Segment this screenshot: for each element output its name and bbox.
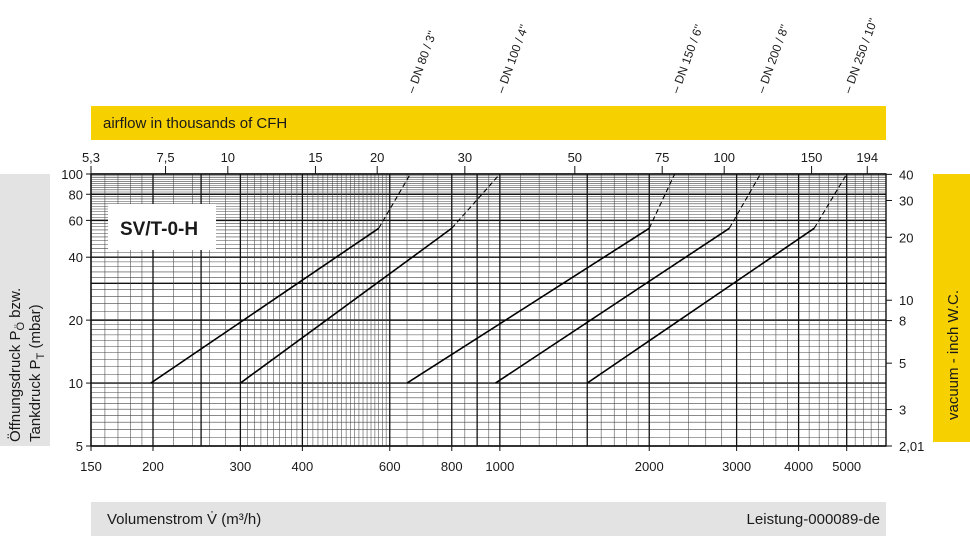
x-tick-label: 150 [80,459,102,474]
top-tick-label: 5,3 [82,150,100,165]
y-tick-label: 80 [69,187,83,202]
chart-title: SV/T-0-H [120,219,198,240]
series-1 [150,173,411,384]
y-tick-label: 100 [61,167,83,182]
x-tick-label: 200 [142,459,164,474]
series-line-dashed [648,173,676,229]
x-tick-label: 800 [441,459,463,474]
series-label: – DN 250 / 10'' [840,16,880,95]
top-tick-label: 10 [221,150,235,165]
x-axis-banner: Volumenstrom V̇ (m³/h) Leistung-000089-d… [91,502,886,536]
y-tick-label: 20 [69,313,83,328]
series-4 [495,173,761,384]
x-tick-label: 300 [230,459,252,474]
right-tick-label: 8 [899,314,906,329]
top-tick-label: 20 [370,150,384,165]
top-tick-label: 15 [308,150,322,165]
series-line-solid [150,227,380,384]
series-line-solid [586,227,815,384]
series-label: – DN 200 / 8'' [754,23,792,95]
x-axis-label: Volumenstrom V̇ (m³/h) [107,511,262,528]
series-label: – DN 150 / 6'' [668,23,706,95]
series-line-dashed [728,173,761,229]
series-label: – DN 100 / 4'' [494,23,532,95]
top-tick-label: 7,5 [157,150,175,165]
x-tick-label: 1000 [485,459,514,474]
top-axis-banner: airflow in thousands of CFH [91,106,886,140]
plot-frame [90,173,887,447]
x-tick-label: 4000 [784,459,813,474]
top-tick-label: 75 [655,150,669,165]
y-tick-label: 5 [76,439,83,454]
right-tick-label: 10 [899,293,913,308]
series-line-dashed [451,173,501,229]
title-box [108,204,216,250]
right-tick-label: 2,01 [899,439,924,454]
top-axis-label: airflow in thousands of CFH [103,115,288,132]
right-tick-label: 40 [899,167,913,182]
right-tick-label: 20 [899,230,913,245]
series-2 [239,173,501,384]
y-tick-label: 60 [69,213,83,228]
x-tick-label: 600 [379,459,401,474]
y-tick-label: 10 [69,376,83,391]
series-line-dashed [813,173,848,229]
right-tick-label: 5 [899,356,906,371]
top-tick-label: 30 [458,150,472,165]
series-line-solid [406,227,650,384]
top-tick-label: 194 [856,150,878,165]
grid-lines [90,173,887,447]
y-axis-banner [0,174,50,446]
top-tick-label: 100 [713,150,735,165]
right-axis-banner [933,174,970,442]
right-tick-label: 3 [899,403,906,418]
y-tick-label: 40 [69,250,83,265]
series-5 [586,173,848,384]
x-tick-label: 5000 [832,459,861,474]
series-line-solid [495,227,730,384]
x-tick-label: 3000 [722,459,751,474]
top-tick-label: 150 [801,150,823,165]
x-tick-label: 2000 [635,459,664,474]
series-line-dashed [378,173,411,229]
series-3 [406,173,676,384]
top-tick-label: 50 [568,150,582,165]
right-tick-label: 30 [899,193,913,208]
reference-code: Leistung-000089-de [746,511,880,528]
series-label: – DN 80 / 3'' [404,29,439,95]
series-line-solid [239,227,453,384]
x-tick-label: 400 [292,459,314,474]
